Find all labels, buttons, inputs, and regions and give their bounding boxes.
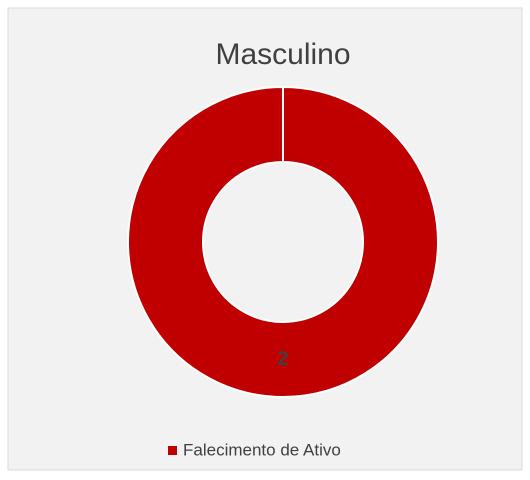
donut-segment [127, 85, 439, 398]
chart-title: Masculino [215, 38, 350, 71]
legend-swatch [168, 446, 177, 455]
data-label: 2 [277, 348, 288, 370]
legend-label: Falecimento de Ativo [183, 440, 341, 459]
chart-area [7, 7, 523, 471]
